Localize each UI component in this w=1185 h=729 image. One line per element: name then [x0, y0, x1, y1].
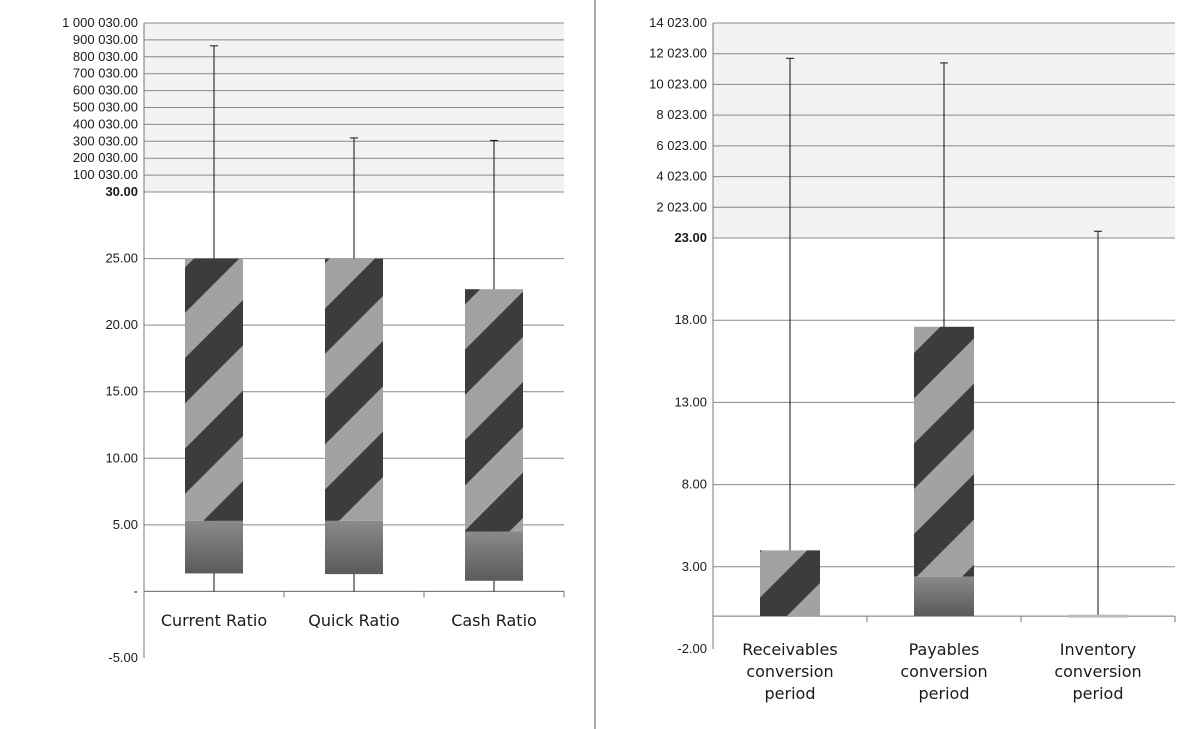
upper-segment-bar — [914, 327, 974, 577]
y-tick-label-upper: 6 023.00 — [656, 138, 707, 153]
category-label: Quick Ratio — [308, 611, 399, 630]
category-label: Payables — [909, 640, 980, 659]
y-tick-label: 5.00 — [113, 517, 138, 532]
y-tick-label-upper: 800 030.00 — [73, 49, 138, 64]
y-tick-label: 3.00 — [682, 559, 707, 574]
category-label: conversion — [900, 662, 987, 681]
y-tick-label-upper: 400 030.00 — [73, 116, 138, 131]
y-tick-label-upper: 4 023.00 — [656, 169, 707, 184]
y-tick-label-upper: 8 023.00 — [656, 107, 707, 122]
empty-bar-marker — [1068, 615, 1128, 618]
y-tick-label-upper: 600 030.00 — [73, 83, 138, 98]
y-tick-label: 18.00 — [674, 312, 707, 327]
right-chart: -2.00 3.00 8.00 13.00 18.00 23.00 2 023.00 4 02… — [649, 15, 1175, 703]
y-tick-label-upper: 900 030.00 — [73, 32, 138, 47]
y-tick-label-upper: 300 030.00 — [73, 133, 138, 148]
category-label: conversion — [746, 662, 833, 681]
upper-segment-bar — [325, 259, 383, 521]
lower-segment-bar — [185, 521, 243, 574]
y-tick-label-upper: 100 030.00 — [73, 167, 138, 182]
y-tick-label: -5.00 — [108, 650, 138, 665]
y-tick-label: 13.00 — [674, 394, 707, 409]
y-tick-label-upper: 2 023.00 — [656, 199, 707, 214]
y-tick-label-upper: 200 030.00 — [73, 150, 138, 165]
category-label: period — [1073, 684, 1124, 703]
lower-segment-bar — [914, 577, 974, 616]
y-tick-label: 15.00 — [105, 384, 138, 399]
y-tick-label: 23.00 — [674, 230, 707, 245]
y-tick-label: 20.00 — [105, 317, 138, 332]
upper-segment-bar — [185, 259, 243, 521]
y-tick-label-upper: 1 000 030.00 — [62, 15, 138, 30]
y-tick-label-upper: 10 023.00 — [649, 76, 707, 91]
y-tick-label-upper: 14 023.00 — [649, 15, 707, 30]
lower-segment-bar — [465, 532, 523, 581]
lower-segment-bar — [325, 521, 383, 574]
upper-segment-bar — [465, 289, 523, 531]
category-label: Current Ratio — [161, 611, 267, 630]
y-tick-label: 30.00 — [105, 184, 138, 199]
y-tick-label: 25.00 — [105, 251, 138, 266]
category-label: period — [765, 684, 816, 703]
y-tick-label: - — [134, 583, 138, 598]
category-label: Receivables — [742, 640, 837, 659]
category-label: conversion — [1054, 662, 1141, 681]
upper-segment-bar — [760, 550, 820, 616]
y-tick-label: 8.00 — [682, 477, 707, 492]
y-tick-label-upper: 700 030.00 — [73, 66, 138, 81]
y-tick-label-upper: 12 023.00 — [649, 46, 707, 61]
category-label: Cash Ratio — [451, 611, 537, 630]
y-tick-label: -2.00 — [677, 641, 707, 656]
y-tick-label: 10.00 — [105, 450, 138, 465]
category-label: period — [919, 684, 970, 703]
category-label: Inventory — [1060, 640, 1136, 659]
y-tick-label-upper: 500 030.00 — [73, 100, 138, 115]
